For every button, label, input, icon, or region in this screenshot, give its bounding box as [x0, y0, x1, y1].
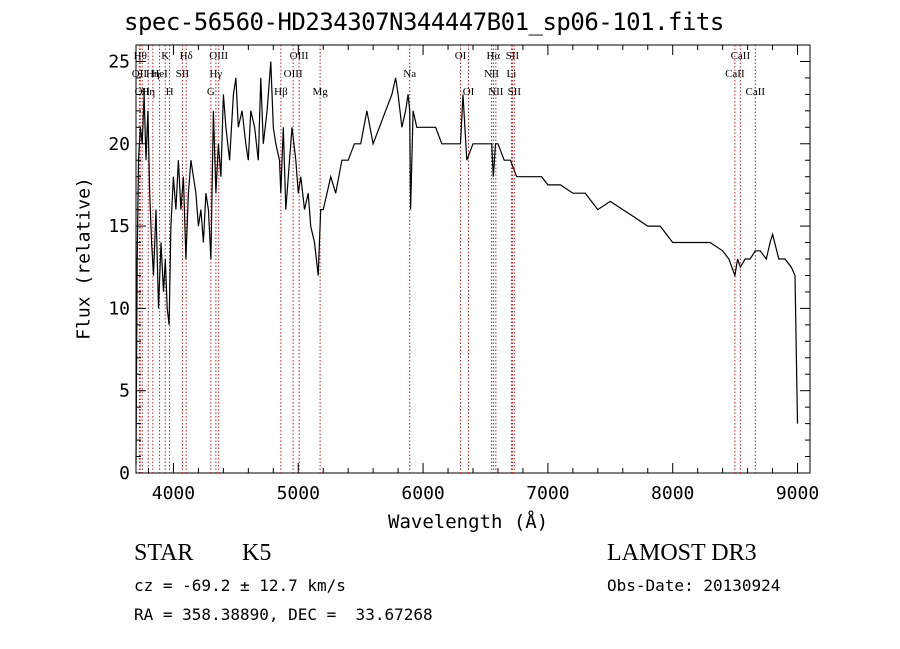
line-label: Mg	[312, 86, 328, 98]
line-label: Hη	[141, 86, 155, 98]
line-label: OIII	[209, 50, 228, 62]
y-tick-label: 5	[119, 381, 130, 402]
chart-title: spec-56560-HD234307N344447B01_sp06-101.f…	[124, 8, 724, 36]
line-label: Hη	[146, 68, 160, 80]
y-tick-label: 25	[108, 51, 130, 72]
redshift-cz: cz = -69.2 ± 12.7 km/s	[134, 576, 346, 595]
line-label: CaII	[725, 68, 745, 80]
line-label: OII	[135, 86, 151, 98]
line-label: Hα	[486, 50, 500, 62]
object-class: STAR	[134, 540, 194, 566]
line-label: K	[161, 50, 169, 62]
line-label: G	[207, 86, 215, 98]
object-subclass: K5	[242, 540, 272, 566]
line-label: OIII	[284, 68, 303, 80]
line-label: NII	[488, 86, 504, 98]
line-label: NII	[484, 68, 500, 80]
x-tick-label: 4000	[152, 483, 195, 504]
x-tick-label: 7000	[526, 483, 569, 504]
line-label: Hβ	[274, 86, 288, 98]
line-label: SII	[508, 86, 522, 98]
y-tick-label: 0	[119, 463, 130, 484]
line-label: OI	[455, 50, 467, 62]
y-tick-label: 15	[108, 216, 130, 237]
line-label: Hθ	[134, 50, 147, 62]
line-label: HeI	[151, 68, 168, 80]
line-label: Hδ	[180, 50, 193, 62]
survey-label: LAMOST DR3	[607, 540, 757, 566]
y-tick-label: 20	[108, 134, 130, 155]
coordinates: RA = 358.38890, DEC = 33.67268	[134, 605, 433, 624]
line-label: H	[166, 86, 174, 98]
x-tick-label: 9000	[776, 483, 819, 504]
x-tick-label: 6000	[401, 483, 444, 504]
spectrum-line	[135, 61, 799, 465]
obs-date: Obs-Date: 20130924	[607, 576, 781, 595]
line-label: SII	[506, 50, 520, 62]
line-label: OII	[132, 68, 148, 80]
line-label: CaII	[731, 50, 751, 62]
line-label: Li	[507, 68, 517, 80]
y-tick-label: 10	[108, 298, 130, 319]
line-label: Hγ	[209, 68, 222, 80]
line-label: Na	[403, 68, 416, 80]
line-label: OIII	[290, 50, 309, 62]
line-label: SII	[176, 68, 190, 80]
y-axis-label: Flux (relative)	[73, 177, 95, 340]
line-label: OI	[463, 86, 475, 98]
x-tick-label: 5000	[277, 483, 320, 504]
line-label: CaII	[746, 86, 766, 98]
x-axis-label: Wavelength (Å)	[388, 511, 549, 533]
x-tick-label: 8000	[651, 483, 694, 504]
